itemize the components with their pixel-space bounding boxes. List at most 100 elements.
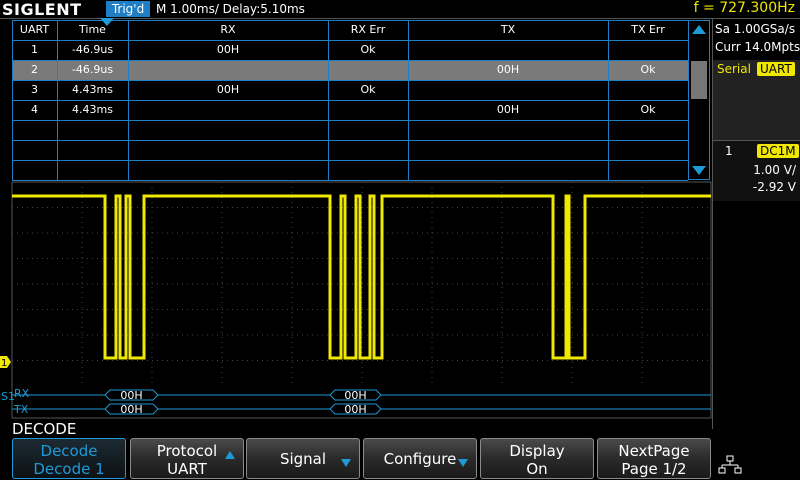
decode-table: UART Time RX RX Err TX TX Err 1 -46.9us 00H Ok 2 -4… <box>12 20 689 181</box>
column-header: RX Err <box>350 23 386 36</box>
trigger-status: Trig'd <box>106 1 150 17</box>
table-hline <box>12 20 688 21</box>
menu-button[interactable]: Configure <box>363 438 477 479</box>
bus-frame-label: 00H <box>120 403 142 416</box>
serial-mode: Serial <box>717 62 751 76</box>
memory-depth: Curr 14.0Mpts <box>715 40 800 54</box>
column-header: UART <box>19 23 50 36</box>
bus-frame <box>329 389 382 401</box>
menu-button-label: Decode 1 <box>33 460 105 478</box>
bus-marker: S1 <box>1 390 15 403</box>
table-cell: 3 <box>31 83 38 96</box>
table-cell: 4.43ms <box>72 83 113 96</box>
table-row <box>12 140 688 160</box>
table-cell: 00H <box>496 103 520 116</box>
trigger-position <box>100 18 114 26</box>
table-cell: Ok <box>640 63 656 76</box>
table-row <box>12 100 688 120</box>
bus-frame <box>104 389 159 401</box>
brand: SIGLENT <box>2 0 82 19</box>
table-cell: 4.43ms <box>72 103 113 116</box>
scrollbar-graphic <box>691 25 707 175</box>
menu-button-label: Display <box>509 442 565 460</box>
menu-button-label: Protocol <box>156 442 218 460</box>
arrow-shape <box>341 459 351 467</box>
menu-button-label: Configure <box>383 450 457 468</box>
table-hline <box>12 40 688 41</box>
table-vline <box>328 20 329 180</box>
scrollbar[interactable] <box>688 20 710 180</box>
column-header: RX <box>220 23 236 36</box>
table-hline <box>12 140 688 141</box>
menu-button-label: Page 1/2 <box>621 460 687 478</box>
menu-arrow <box>341 459 351 467</box>
table-cell: Ok <box>360 43 376 56</box>
rx-label: RX <box>14 387 30 400</box>
bus-frame-label: 00H <box>344 389 366 402</box>
table-hline <box>12 120 688 121</box>
menu-button[interactable]: Signal <box>246 438 360 479</box>
table-cell: 00H <box>216 43 240 56</box>
scroll-thumb <box>691 61 707 99</box>
table-cell: -46.9us <box>71 43 114 56</box>
table-vline <box>12 20 13 180</box>
table-hline <box>12 180 688 181</box>
table-vline <box>408 20 409 180</box>
coupling: DC1M <box>757 144 799 158</box>
menu-arrow <box>225 451 235 459</box>
vertical-scale: 1.00 V/ <box>753 163 796 177</box>
table-cell: Ok <box>640 103 656 116</box>
grid <box>12 182 711 386</box>
bus-frame-label: 00H <box>120 389 142 402</box>
table-vline <box>57 20 58 180</box>
menu-button[interactable]: NextPage Page 1/2 <box>597 438 711 479</box>
menu-button[interactable]: Protocol UART <box>130 438 244 479</box>
serial-protocol: UART <box>757 62 795 76</box>
arrow-shape <box>458 459 468 467</box>
menu-title: DECODE <box>12 420 77 438</box>
ch1-marker <box>0 356 11 368</box>
tx-label: TX <box>13 403 29 416</box>
column-header: TX <box>500 23 516 36</box>
table-cell: 2 <box>31 63 38 76</box>
bus-frame-label: 00H <box>344 403 366 416</box>
table-row <box>12 160 688 180</box>
table-cell: 00H <box>496 63 520 76</box>
menu-button[interactable]: Decode Decode 1 <box>12 438 126 479</box>
arrow-shape <box>225 451 235 459</box>
table-cell: 4 <box>31 103 38 116</box>
table-row <box>12 20 688 40</box>
table-hline <box>12 60 688 61</box>
bus-frame <box>329 403 382 415</box>
scroll-down <box>692 166 706 175</box>
network-icon <box>718 455 742 474</box>
side-rule <box>712 19 713 429</box>
table-cell: Ok <box>360 83 376 96</box>
column-header: Time <box>79 23 106 36</box>
channel-number: 1 <box>725 144 733 158</box>
menu-button-label: UART <box>167 460 207 478</box>
serial-panel: Serial UART <box>713 60 800 140</box>
column-header: TX Err <box>631 23 665 36</box>
timebase: M 1.00ms/ Delay:5.10ms <box>156 2 305 16</box>
table-cell: -46.9us <box>71 63 114 76</box>
table-hline <box>12 80 688 81</box>
menu-button-label: On <box>526 460 548 478</box>
table-cell: 1 <box>31 43 38 56</box>
table-hline <box>12 160 688 161</box>
table-row <box>12 40 688 60</box>
frequency: f = 727.300Hz <box>693 0 795 16</box>
ch1-marker-label: 1 <box>1 358 7 369</box>
sample-rate: Sa 1.00GSa/s <box>715 22 796 36</box>
header-rule <box>0 18 800 19</box>
channel-panel: 1 DC1M 1.00 V/ -2.92 V <box>713 140 800 201</box>
menu-arrow <box>458 459 468 467</box>
vertical-offset: -2.92 V <box>752 180 796 194</box>
menu-button[interactable]: Display On <box>480 438 594 479</box>
table-hline <box>12 100 688 101</box>
bus-frame <box>104 403 159 415</box>
table-row <box>12 60 688 80</box>
ch1-trace <box>12 194 711 360</box>
